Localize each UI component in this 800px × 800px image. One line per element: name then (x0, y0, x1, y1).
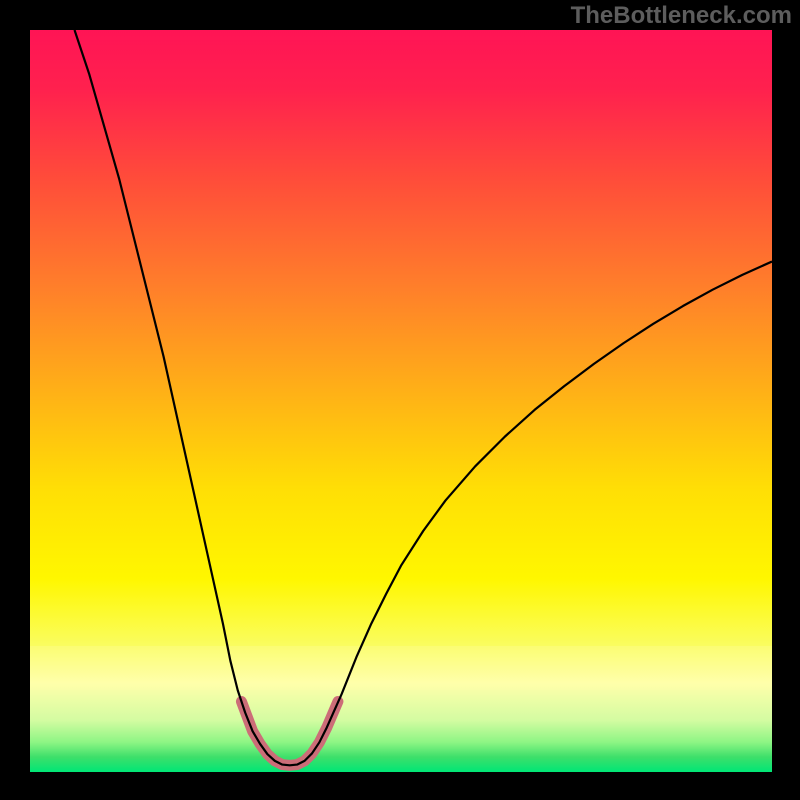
chart-frame: TheBottleneck.com (0, 0, 800, 800)
plot-area (30, 30, 772, 772)
watermark-text: TheBottleneck.com (571, 2, 792, 30)
bottleneck-curve (75, 30, 772, 765)
curve-layer (30, 30, 772, 772)
